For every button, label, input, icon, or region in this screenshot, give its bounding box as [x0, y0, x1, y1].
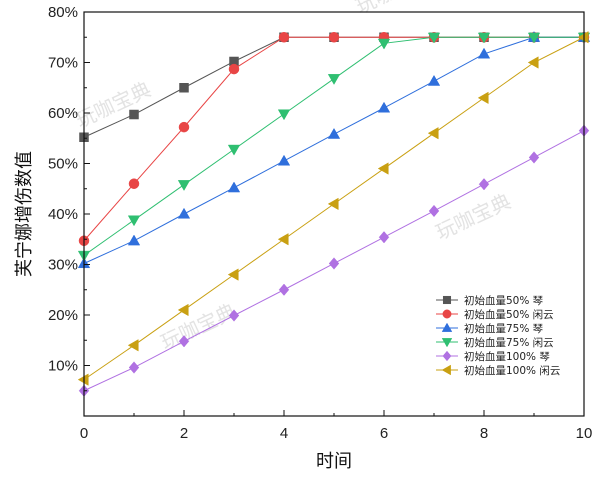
series-0: [79, 32, 589, 142]
x-tick-label: 8: [480, 425, 488, 442]
data-point: [228, 309, 240, 322]
series-line: [83, 36, 584, 264]
y-tick-label: 40%: [48, 206, 78, 223]
legend-label: 初始血量100% 闲云: [464, 364, 560, 377]
legend-label: 初始血量75% 琴: [464, 322, 544, 335]
data-point: [377, 38, 391, 50]
legend-marker: [441, 364, 451, 376]
legend-entry: 初始血量50% 闲云: [436, 308, 554, 321]
data-point: [129, 109, 139, 120]
legend-entry: 初始血量75% 闲云: [436, 336, 554, 349]
data-point: [528, 151, 540, 164]
legend-label: 初始血量50% 闲云: [464, 308, 554, 321]
legend-marker: [441, 338, 453, 348]
data-point: [328, 257, 340, 270]
y-tick-label: 60%: [48, 105, 78, 122]
series-layer: [77, 30, 591, 397]
data-point: [128, 178, 140, 189]
axes: 0 2 4 6 8 10 10% 20% 30% 40% 50% 60% 70% 80%: [48, 4, 592, 442]
legend-entry: 初始血量100% 闲云: [436, 364, 560, 377]
x-axis-title: 时间: [316, 451, 352, 472]
legend-entry: 初始血量75% 琴: [436, 322, 544, 335]
legend-marker: [442, 295, 452, 305]
data-point: [478, 178, 490, 191]
data-point: [277, 109, 291, 121]
data-point: [327, 74, 341, 85]
y-tick-label: 50%: [48, 156, 78, 173]
series-5: [77, 31, 589, 386]
data-point: [328, 32, 340, 43]
data-point: [128, 361, 140, 374]
x-tick-label: 6: [380, 425, 388, 442]
data-point: [327, 127, 341, 139]
legend-label: 初始血量75% 闲云: [464, 336, 554, 349]
series-3: [77, 32, 591, 262]
data-point: [227, 268, 239, 281]
y-tick-label: 10%: [48, 358, 78, 375]
y-tick-label: 20%: [48, 307, 78, 324]
series-line: [83, 36, 584, 138]
data-point: [277, 154, 291, 166]
y-axis-title: 芙宁娜增伤数值: [14, 151, 35, 277]
data-point: [477, 47, 491, 59]
watermark-text: 玩咖宝典: [432, 189, 515, 245]
data-point: [527, 56, 539, 69]
data-point: [427, 74, 441, 86]
y-tick-label: 70%: [48, 55, 78, 72]
data-point: [127, 234, 141, 246]
legend-label: 初始血量100% 琴: [464, 350, 550, 363]
data-point: [277, 233, 289, 246]
data-point: [377, 162, 389, 175]
legend-marker: [442, 309, 452, 319]
data-point: [428, 204, 440, 218]
data-point: [177, 180, 191, 191]
series-line: [83, 36, 584, 256]
data-point: [278, 32, 290, 43]
data-point: [377, 101, 391, 113]
data-point: [179, 83, 189, 93]
data-point: [427, 127, 439, 140]
data-point: [177, 207, 191, 219]
data-point: [477, 91, 489, 105]
data-point: [278, 283, 290, 296]
y-tick-label: 30%: [48, 257, 78, 274]
data-point: [227, 181, 241, 193]
data-point: [228, 63, 240, 75]
x-tick-label: 0: [80, 425, 88, 442]
x-tick-label: 4: [280, 425, 288, 442]
data-point: [477, 32, 491, 44]
series-1: [78, 32, 590, 247]
data-point: [527, 32, 541, 44]
data-point: [178, 335, 190, 348]
legend-marker: [442, 350, 452, 362]
x-tick-label: 10: [576, 425, 593, 442]
data-point: [127, 339, 139, 352]
data-point: [327, 197, 339, 211]
legend-label: 初始血量50% 琴: [464, 294, 544, 307]
data-point: [177, 303, 189, 317]
data-point: [378, 231, 390, 244]
data-point: [577, 31, 589, 44]
data-point: [427, 32, 441, 44]
watermark-text: 玩咖宝典: [352, 0, 435, 19]
legend-marker: [441, 322, 453, 332]
legend-entry: 初始血量100% 琴: [436, 350, 550, 363]
data-point: [77, 373, 89, 386]
data-point: [227, 144, 241, 156]
legend-entry: 初始血量50% 琴: [436, 294, 544, 307]
x-tick-label: 2: [180, 425, 188, 442]
data-point: [127, 215, 141, 227]
watermark-text: 玩咖宝典: [157, 299, 240, 355]
y-tick-label: 80%: [48, 4, 78, 21]
data-point: [178, 121, 190, 133]
series-2: [77, 30, 591, 269]
